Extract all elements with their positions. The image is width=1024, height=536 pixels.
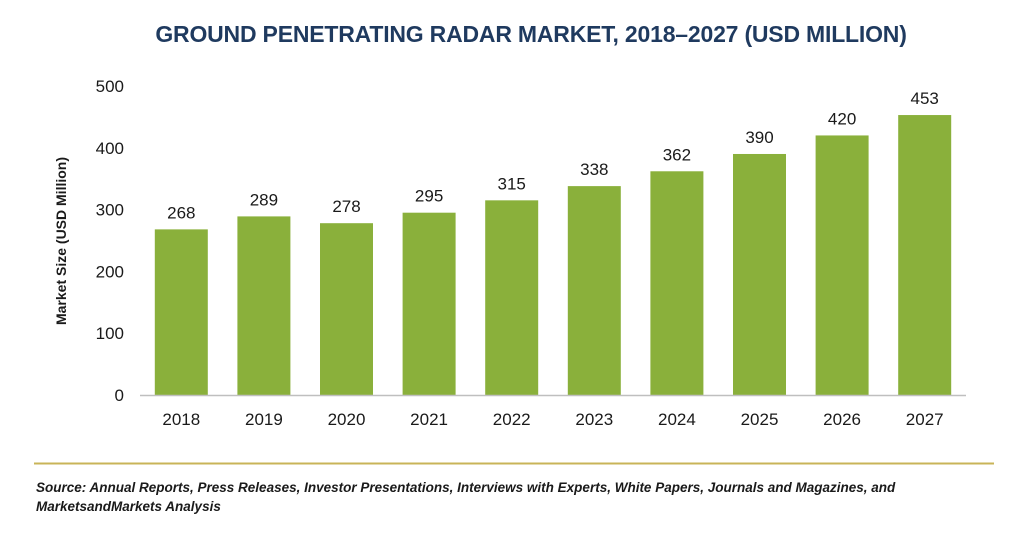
x-tick-label-2027: 2027: [906, 410, 944, 429]
bar-2018: [154, 229, 208, 395]
bar-2024: [650, 171, 704, 395]
value-label-2027: 453: [911, 89, 939, 108]
value-label-2026: 420: [828, 109, 856, 128]
value-label-2018: 268: [167, 203, 195, 222]
bar-2021: [402, 212, 456, 395]
x-tick-label-2020: 2020: [328, 410, 366, 429]
y-tick-label: 200: [96, 262, 124, 281]
y-tick-label: 500: [96, 77, 124, 96]
x-tick-label-2018: 2018: [162, 410, 200, 429]
x-tick-label-2019: 2019: [245, 410, 283, 429]
value-label-2020: 278: [332, 197, 360, 216]
value-label-2024: 362: [663, 145, 691, 164]
bar-2019: [237, 216, 291, 395]
y-tick-label: 0: [115, 386, 124, 405]
x-axis-ticks: 2018 2019 2020 2021 2022 2023 2024 2025 2026 2027: [162, 410, 943, 429]
x-tick-label-2021: 2021: [410, 410, 448, 429]
y-axis-label: Market Size (USD Million): [53, 157, 69, 325]
bar-2023: [567, 186, 621, 395]
value-label-2023: 338: [580, 160, 608, 179]
bar-2026: [815, 135, 869, 395]
bar-2022: [485, 200, 539, 395]
value-label-2022: 315: [498, 174, 526, 193]
value-label-2019: 289: [250, 190, 278, 209]
value-label-2025: 390: [745, 128, 773, 147]
data-labels: 268 289 278 295 315 338 362 390 420 453: [167, 89, 939, 222]
y-axis-ticks: 0 100 200 300 400 500: [96, 77, 124, 405]
x-tick-label-2022: 2022: [493, 410, 531, 429]
y-tick-label: 300: [96, 201, 124, 220]
x-tick-label-2023: 2023: [575, 410, 613, 429]
bar-2027: [898, 115, 952, 396]
y-tick-label: 400: [96, 139, 124, 158]
x-tick-label-2024: 2024: [658, 410, 696, 429]
x-tick-label-2025: 2025: [741, 410, 779, 429]
x-tick-label-2026: 2026: [823, 410, 861, 429]
y-tick-label: 100: [96, 324, 124, 343]
source-note: Source: Annual Reports, Press Releases, …: [36, 480, 896, 514]
chart-title: GROUND PENETRATING RADAR MARKET, 2018–20…: [155, 21, 906, 47]
value-label-2021: 295: [415, 187, 443, 206]
bars: [154, 115, 952, 396]
bar-2025: [733, 153, 786, 395]
bar-2020: [320, 223, 373, 395]
